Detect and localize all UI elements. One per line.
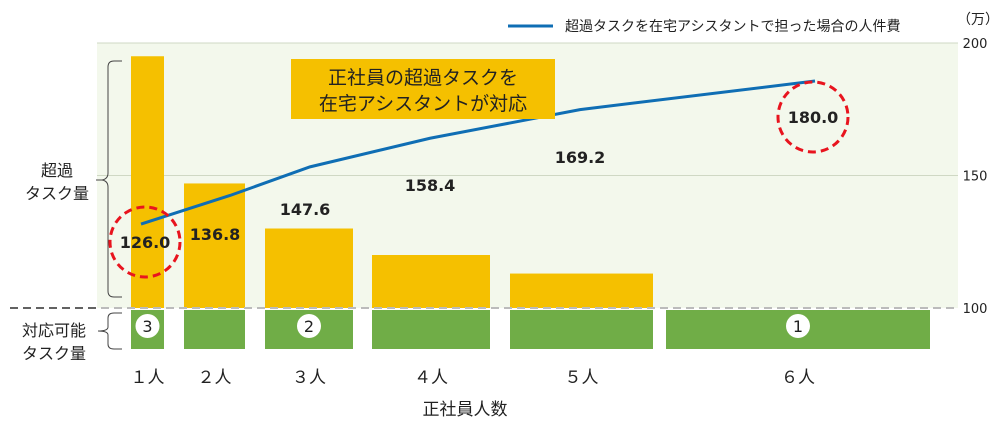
x-tick-label: ２人 — [198, 368, 232, 388]
data-label: 158.4 — [405, 176, 456, 195]
rank-marker-text: 3 — [142, 317, 152, 336]
capacity-label-1: 対応可能 — [22, 321, 86, 340]
y-tick-label: 100 — [963, 302, 988, 317]
annotation-box — [291, 59, 555, 119]
overflow-bar — [372, 255, 490, 308]
cost-line — [140, 79, 816, 226]
data-label: 136.8 — [190, 225, 241, 244]
x-tick-label: １人 — [131, 368, 165, 388]
y-tick-label: 200 — [963, 37, 988, 52]
overflow-bar — [184, 183, 245, 308]
overflow-bar — [131, 56, 164, 308]
rank-marker — [135, 314, 160, 338]
data-label: 169.2 — [555, 148, 606, 167]
data-label: 180.0 — [788, 108, 839, 127]
overflow-label-1: 超過 — [41, 161, 73, 180]
overflow-bar — [510, 273, 653, 308]
rank-marker — [297, 314, 321, 338]
annotation-line-2: 在宅アシスタントが対応 — [319, 93, 527, 115]
legend-label: 超過タスクを在宅アシスタントで担った場合の人件費 — [565, 19, 900, 35]
overflow-bar — [265, 228, 353, 308]
capacity-bracket — [97, 312, 122, 350]
data-label: 147.6 — [280, 200, 331, 219]
annotation-line-1: 正社員の超過タスクを — [328, 67, 518, 89]
highlight-circle — [108, 205, 182, 279]
overflow-bracket — [96, 60, 122, 298]
capacity-label-2: タスク量 — [22, 344, 86, 363]
x-tick-label: ３人 — [292, 368, 326, 388]
capacity-bar — [510, 310, 653, 349]
overflow-label-2: タスク量 — [25, 184, 89, 203]
rank-marker-text: 1 — [793, 317, 803, 336]
unit-label: （万） — [957, 12, 999, 28]
data-label: 126.0 — [120, 233, 171, 252]
rank-marker — [786, 314, 810, 338]
x-axis-title: 正社員人数 — [423, 400, 508, 420]
rank-marker-text: 2 — [304, 317, 314, 336]
y-tick-label: 150 — [963, 170, 988, 185]
x-tick-label: ５人 — [565, 368, 599, 388]
x-tick-label: ４人 — [414, 368, 448, 388]
capacity-bar — [184, 310, 245, 349]
highlight-circle — [776, 80, 850, 154]
capacity-bar — [372, 310, 490, 349]
x-tick-label: ６人 — [781, 368, 815, 388]
